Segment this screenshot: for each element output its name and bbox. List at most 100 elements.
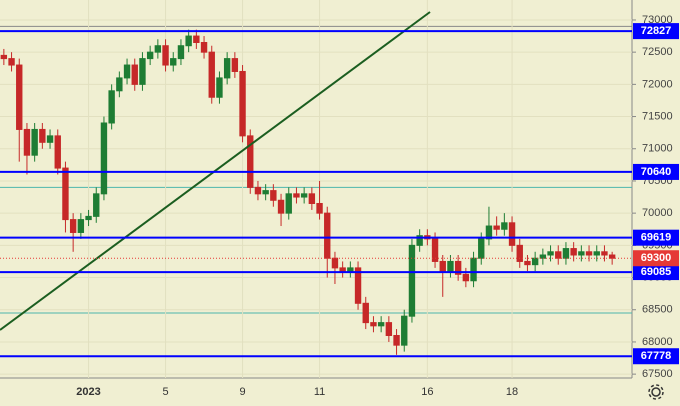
candle-body: [324, 212, 331, 259]
candle-body: [462, 273, 470, 282]
candle-body: [16, 64, 23, 130]
level-label: 69619: [641, 232, 672, 244]
candle-body: [100, 122, 108, 195]
y-tick-label: 72500: [642, 46, 673, 58]
level-label: 69085: [641, 266, 672, 278]
candle-body: [262, 190, 269, 195]
candle-body: [454, 260, 462, 275]
candle-body: [431, 238, 439, 262]
candle-body: [362, 302, 369, 324]
candle-body: [54, 135, 61, 169]
candle-body: [254, 186, 262, 195]
candle-body: [516, 244, 523, 262]
candle-body: [447, 260, 454, 272]
candle-body: [300, 193, 308, 198]
y-tick-label: 71000: [642, 143, 673, 155]
level-label: 72827: [641, 25, 672, 37]
level-label: 67778: [641, 350, 672, 362]
candle-body: [485, 225, 493, 240]
y-tick-label: 71500: [642, 110, 673, 122]
candle-body: [116, 77, 123, 92]
candle-body: [170, 58, 177, 66]
candle-body: [31, 128, 38, 156]
candle-body: [547, 251, 554, 256]
candle-body: [585, 251, 593, 256]
candle-body: [570, 248, 577, 256]
settings-icon[interactable]: [648, 384, 664, 400]
candle-body: [162, 45, 169, 66]
x-tick-label: 16: [421, 386, 433, 398]
candle-body: [85, 215, 92, 221]
y-tick-label: 73000: [642, 14, 673, 26]
candle-body: [77, 219, 85, 233]
x-tick-label: 18: [506, 386, 518, 398]
x-tick-label: 11: [314, 386, 325, 398]
candle-body: [185, 35, 192, 47]
x-tick-label: 9: [239, 386, 245, 398]
candle-body: [231, 58, 239, 72]
candle-body: [416, 235, 423, 246]
candle-body: [285, 193, 292, 214]
candle-body: [562, 248, 570, 259]
candle-body: [247, 135, 254, 188]
candle-body: [578, 251, 585, 256]
level-label-bg: [633, 23, 679, 40]
plot-area: [0, 0, 632, 378]
candle-body: [69, 219, 77, 233]
candle-body: [439, 260, 446, 272]
level-label-bg: [633, 163, 679, 180]
candle-body: [370, 322, 377, 327]
candle-body: [177, 45, 185, 60]
level-label: 70640: [641, 166, 672, 178]
candle-body: [46, 135, 54, 143]
candle-body: [377, 322, 385, 327]
x-tick-label: 5: [162, 386, 168, 398]
candle-body: [555, 251, 562, 259]
candle-body: [478, 238, 485, 259]
candle-body: [154, 45, 162, 53]
candle-body: [139, 58, 146, 85]
candle-body: [223, 58, 231, 79]
candle-body: [593, 251, 600, 256]
candle-body: [200, 42, 208, 53]
candle-body: [131, 64, 138, 85]
x-tick-label: 2023: [76, 386, 100, 398]
candle-body: [408, 244, 416, 317]
candle-body: [347, 267, 354, 272]
candle-body: [123, 64, 131, 79]
candle-body: [539, 254, 547, 259]
candle-body: [0, 54, 8, 60]
candle-body: [62, 167, 69, 221]
candle-body: [270, 190, 277, 201]
level-label-bg: [633, 348, 679, 365]
candle-body: [501, 222, 508, 230]
last-price-label: 69300: [641, 252, 672, 264]
candle-body: [193, 35, 200, 44]
last-price-bg: [633, 250, 679, 267]
candle-body: [208, 51, 215, 98]
candle-body: [493, 225, 500, 230]
candle-body: [331, 257, 339, 269]
y-tick-label: 68000: [642, 336, 673, 348]
candle-body: [470, 257, 477, 282]
candle-body: [524, 260, 531, 266]
level-label-bg: [633, 264, 679, 281]
candle-body: [354, 267, 362, 304]
y-tick-label: 67500: [642, 368, 673, 380]
candle-body: [93, 193, 100, 217]
candle-body: [23, 128, 31, 156]
candle-body: [239, 70, 246, 137]
candle-body: [146, 51, 154, 60]
candle-body: [216, 77, 223, 98]
candle-body: [393, 334, 400, 346]
level-label-bg: [633, 229, 679, 246]
candle-body: [108, 90, 115, 124]
candle-body: [601, 251, 608, 256]
candle-body: [316, 202, 323, 214]
candle-body: [385, 322, 393, 336]
y-tick-label: 72000: [642, 78, 673, 90]
candle-body: [277, 199, 285, 214]
candle-body: [39, 128, 46, 143]
candle-body: [308, 193, 316, 204]
